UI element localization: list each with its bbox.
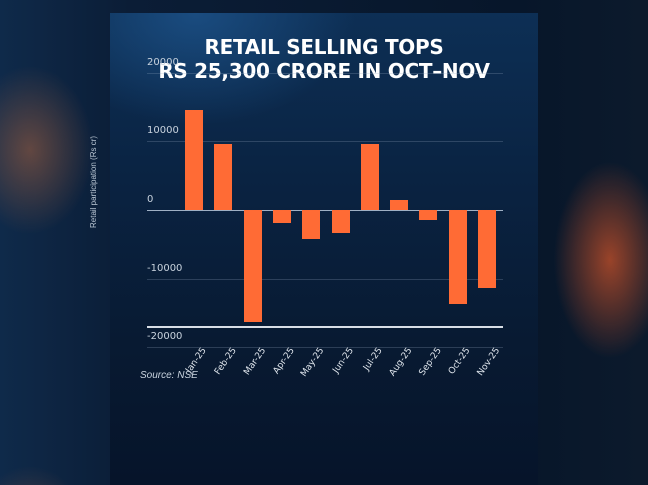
y-tick-label: -20000: [147, 331, 183, 343]
x-tick-label: Sep-25: [417, 346, 444, 378]
bar-aug-25: [390, 200, 409, 210]
source-note: Source: NSE: [140, 370, 198, 381]
x-tick-label: Oct-25: [447, 346, 473, 377]
x-tick-label: Jul-25: [362, 346, 386, 373]
bar-jan-25: [185, 109, 203, 210]
x-tick-label: Apr-25: [271, 346, 298, 377]
bar-sep-25: [419, 210, 438, 220]
x-tick-label: May-25: [299, 346, 327, 379]
y-tick-label: 10000: [147, 125, 179, 137]
title-line-2: RS 25,300 CRORE IN OCT–NOV: [158, 59, 490, 83]
gridline: [147, 347, 503, 349]
x-axis-line: [147, 326, 503, 328]
x-tick-label: Feb-25: [212, 346, 239, 377]
bar-may-25: [302, 210, 321, 239]
y-tick-label: 0: [147, 194, 154, 205]
gridline: [147, 278, 503, 280]
bar-jul-25: [360, 144, 379, 210]
bar-feb-25: [214, 144, 233, 210]
bar-apr-25: [272, 210, 291, 224]
bar-nov-25: [478, 210, 496, 289]
bar-oct-25: [448, 210, 467, 304]
title-line-1: RETAIL SELLING TOPS: [204, 35, 444, 59]
bar-jun-25: [331, 210, 350, 233]
x-tick-label: Jun-25: [331, 346, 356, 376]
x-tick-label: Mar-25: [241, 346, 268, 378]
zero-line: [147, 210, 503, 211]
y-axis-label: Retail participation (Rs cr): [89, 135, 98, 228]
y-tick-label: -10000: [147, 262, 183, 274]
chart-title: RETAIL SELLING TOPS RS 25,300 CRORE IN O…: [110, 35, 538, 83]
gridline: [147, 72, 503, 74]
chart-card: RETAIL SELLING TOPS RS 25,300 CRORE IN O…: [89, 13, 538, 485]
y-tick-label: 20000: [147, 56, 179, 68]
bar-mar-25: [243, 210, 262, 322]
x-tick-label: Aug-25: [387, 346, 415, 379]
gridline: [147, 141, 503, 143]
x-tick-label: Nov-25: [475, 346, 503, 378]
